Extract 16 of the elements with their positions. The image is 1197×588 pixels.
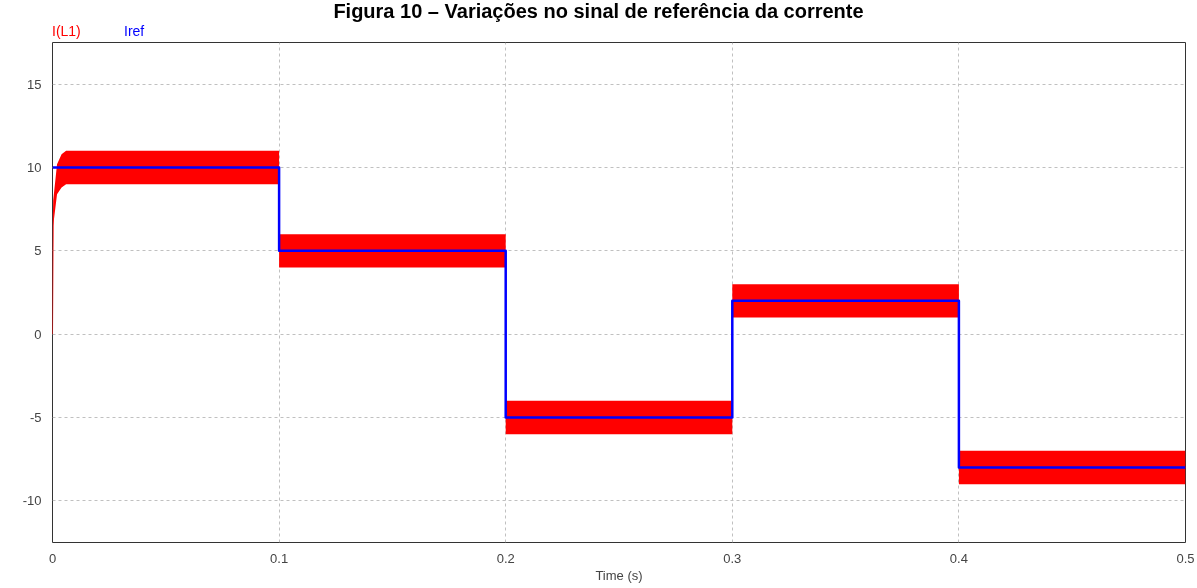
y-tick-label: -5 (29, 410, 42, 425)
chart-title: Figura 10 – Variações no sinal de referência da corrente (333, 0, 864, 22)
x-tick-label: 0.5 (1176, 550, 1195, 566)
x-tick-label: 0.2 (496, 550, 515, 566)
y-tick-label: 5 (34, 243, 42, 259)
text: Iref (124, 22, 146, 40)
y-tick-label: -10 (22, 493, 42, 509)
x-tick-label: 0.1 (270, 550, 289, 566)
y-tick-label: 10 (27, 160, 42, 175)
x-axis-title: Time (s) (595, 567, 643, 583)
x-tick-label: 0.4 (949, 550, 968, 566)
x-tick-label: 0 (48, 550, 57, 566)
text: I(L1) (52, 22, 82, 40)
y-tick-label: 0 (34, 326, 42, 342)
x-tick-label: 0.3 (723, 550, 742, 566)
y-tick-label: 15 (27, 76, 42, 92)
